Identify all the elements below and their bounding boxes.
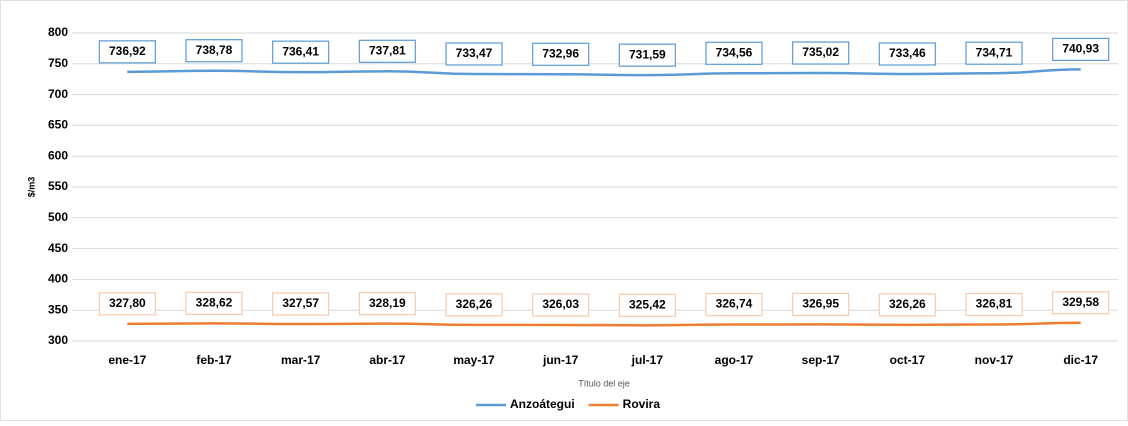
y-tick-label: 650 <box>48 118 68 132</box>
data-label: 326,26 <box>456 297 493 311</box>
y-tick-label: 350 <box>48 302 68 316</box>
data-label: 327,80 <box>109 296 146 310</box>
data-label: 738,78 <box>196 43 233 57</box>
legend-label: Anzoátegui <box>510 397 575 411</box>
data-label-box <box>445 42 503 66</box>
y-tick-label: 800 <box>48 25 68 39</box>
data-label: 326,95 <box>802 297 839 311</box>
x-tick-label: may-17 <box>453 353 495 367</box>
data-label-box <box>98 40 156 64</box>
data-label-box <box>532 293 590 317</box>
y-tick-label: 300 <box>48 333 68 347</box>
data-label-box <box>618 43 676 67</box>
data-label: 326,74 <box>716 297 753 311</box>
data-label-box <box>358 39 416 63</box>
data-label: 736,41 <box>282 44 319 58</box>
data-label: 734,56 <box>716 45 753 59</box>
data-label-box <box>272 40 330 64</box>
data-label-box <box>445 293 503 317</box>
data-label: 326,26 <box>889 297 926 311</box>
data-label: 328,62 <box>196 296 233 310</box>
data-label-box <box>792 41 850 65</box>
data-label: 732,96 <box>542 46 579 60</box>
data-label-box <box>878 293 936 317</box>
data-label: 329,58 <box>1062 295 1099 309</box>
x-tick-label: mar-17 <box>281 353 321 367</box>
x-tick-label: abr-17 <box>369 353 405 367</box>
y-tick-label: 400 <box>48 272 68 286</box>
data-label: 328,19 <box>369 296 406 310</box>
data-label: 735,02 <box>802 45 839 59</box>
data-label-box <box>705 41 763 65</box>
y-tick-label: 450 <box>48 241 68 255</box>
x-axis-title: Título del eje <box>578 378 630 388</box>
data-label-box <box>1052 291 1110 315</box>
data-label: 326,81 <box>976 297 1013 311</box>
data-label-box <box>98 292 156 316</box>
x-tick-label: sep-17 <box>802 353 840 367</box>
legend-label: Rovira <box>623 397 661 411</box>
data-label-box <box>965 292 1023 317</box>
data-label-box <box>1052 37 1110 61</box>
data-label-box <box>618 293 676 317</box>
data-label: 736,92 <box>109 44 146 58</box>
data-label-box <box>185 291 243 315</box>
x-tick-label: nov-17 <box>975 353 1014 367</box>
data-label-box <box>185 39 243 63</box>
data-label: 731,59 <box>629 47 666 61</box>
y-tick-label: 550 <box>48 179 68 193</box>
y-tick-label: 700 <box>48 87 68 101</box>
x-tick-label: jul-17 <box>631 353 664 367</box>
data-label: 327,57 <box>282 296 319 310</box>
x-tick-label: ago-17 <box>715 353 754 367</box>
data-label: 740,93 <box>1062 42 1099 56</box>
y-axis-title: $/m3 <box>26 177 36 198</box>
x-tick-label: dic-17 <box>1063 353 1098 367</box>
x-tick-label: feb-17 <box>196 353 232 367</box>
data-label-box <box>965 41 1023 65</box>
x-tick-label: oct-17 <box>890 353 926 367</box>
data-label: 733,46 <box>889 46 926 60</box>
data-label-box <box>878 42 936 66</box>
data-label: 325,42 <box>629 298 666 312</box>
y-tick-label: 500 <box>48 210 68 224</box>
data-label: 737,81 <box>369 43 406 57</box>
x-tick-label: ene-17 <box>108 353 146 367</box>
data-label: 734,71 <box>976 45 1013 59</box>
series-line <box>127 321 1081 327</box>
x-tick-label: jun-17 <box>542 353 579 367</box>
data-label-box <box>532 42 590 66</box>
y-tick-label: 600 <box>48 148 68 162</box>
data-label: 326,03 <box>542 297 579 311</box>
data-label: 733,47 <box>456 46 493 60</box>
data-label-box <box>705 292 763 317</box>
data-label-box <box>272 292 330 316</box>
series-line <box>127 68 1081 77</box>
data-label-box <box>792 292 850 316</box>
data-label-box <box>358 292 416 316</box>
y-tick-label: 750 <box>48 56 68 70</box>
